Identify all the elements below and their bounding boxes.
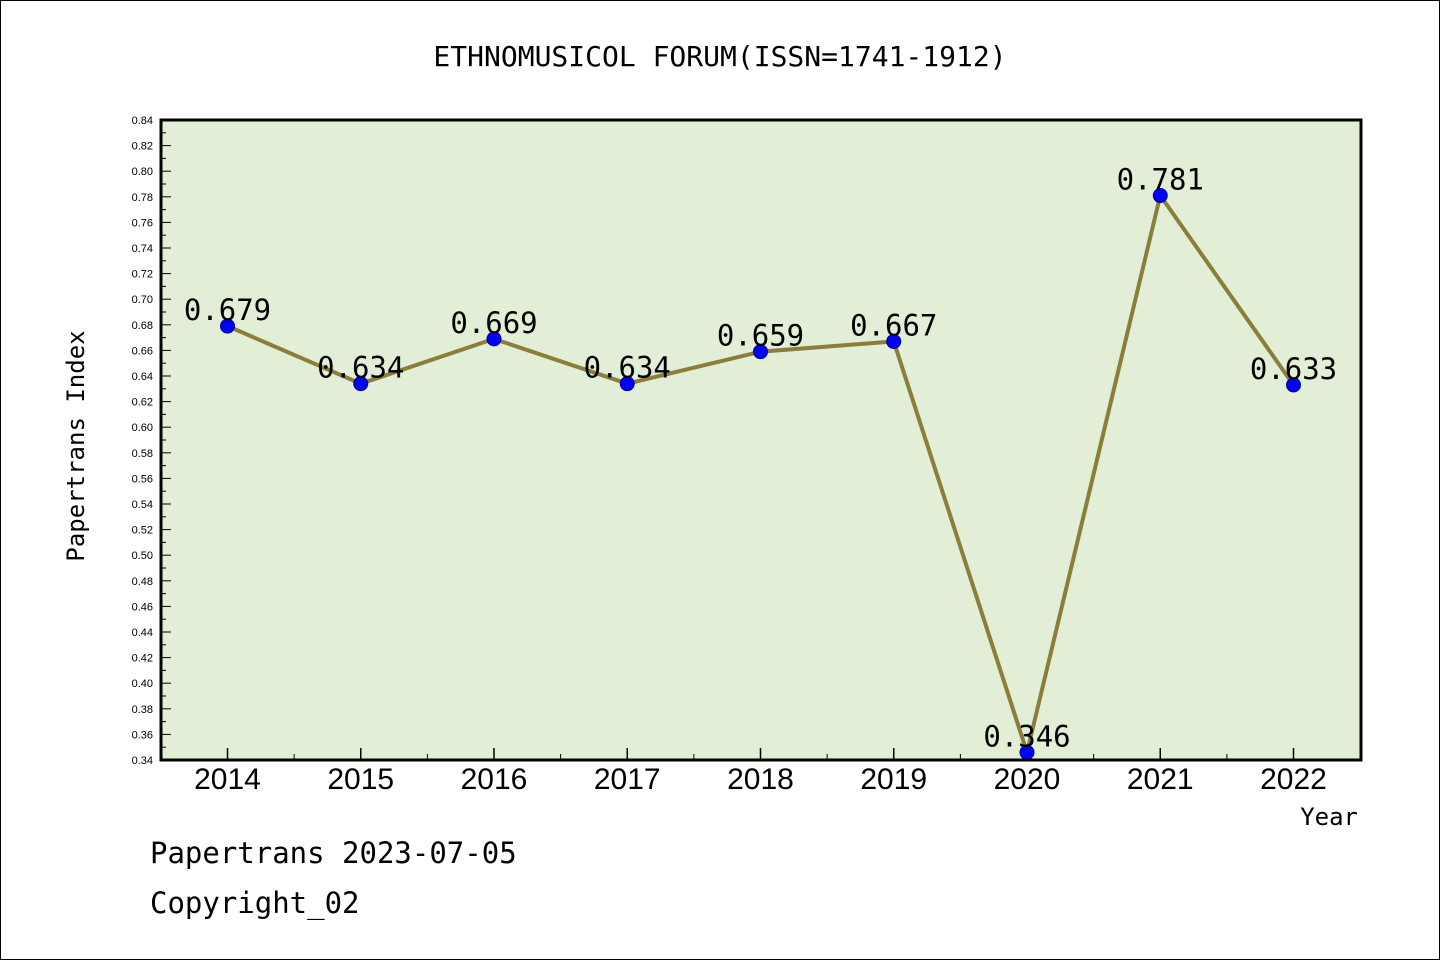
y-tick-label: 0.62	[132, 397, 153, 409]
y-tick-label: 0.44	[132, 627, 153, 639]
x-tick-label: 2014	[194, 763, 261, 796]
y-tick-label: 0.74	[132, 243, 153, 255]
footer-date: Papertrans 2023-07-05	[150, 836, 517, 870]
x-tick-label: 2015	[327, 763, 394, 796]
x-tick-label: 2016	[461, 763, 528, 796]
chart-title: ETHNOMUSICOL FORUM(ISSN=1741-1912)	[433, 40, 1006, 73]
data-label: 0.679	[184, 293, 271, 327]
y-tick-label: 0.58	[132, 448, 153, 460]
series-0	[220, 188, 1301, 760]
data-label: 0.633	[1250, 352, 1337, 386]
data-label: 0.659	[717, 319, 804, 353]
y-tick-label: 0.42	[132, 653, 153, 665]
y-tick-label: 0.76	[132, 217, 153, 229]
x-axis-label: Year	[1300, 803, 1358, 831]
data-label: 0.634	[584, 351, 671, 385]
data-point	[619, 376, 635, 392]
y-tick-label: 0.80	[132, 166, 153, 178]
y-axis-label: Papertrans Index	[62, 330, 90, 561]
y-tick-label: 0.34	[132, 755, 153, 767]
y-tick-label: 0.54	[132, 499, 153, 511]
x-tick-label: 2018	[727, 763, 794, 796]
y-tick-label: 0.64	[132, 371, 153, 383]
data-point	[486, 331, 502, 347]
x-tick-label: 2020	[994, 763, 1061, 796]
x-tick-label: 2017	[594, 763, 661, 796]
plot-area	[161, 120, 1361, 760]
y-tick-label: 0.68	[132, 320, 153, 332]
y-tick-label: 0.40	[132, 678, 153, 690]
y-tick-label: 0.84	[132, 115, 153, 127]
y-tick-label: 0.56	[132, 473, 153, 485]
data-point	[753, 344, 768, 360]
y-tick-label: 0.46	[132, 601, 153, 613]
y-tick-label: 0.70	[132, 294, 153, 306]
y-tick-label: 0.82	[132, 141, 153, 153]
data-point	[220, 318, 235, 334]
y-tick-label: 0.66	[132, 345, 153, 357]
x-tick-label: 2022	[1260, 763, 1327, 796]
y-tick-label: 0.48	[132, 576, 153, 588]
data-label: 0.667	[850, 308, 937, 342]
data-labels: 0.679 0.634 0.669 0.634 0.659 0.667 0.346 0.781…	[184, 163, 1337, 754]
data-point	[353, 376, 369, 392]
y-tick-label: 0.50	[132, 550, 153, 562]
data-label: 0.781	[1117, 163, 1204, 197]
footer-copyright: Copyright_02	[150, 886, 360, 920]
y-tick-label: 0.36	[132, 729, 153, 741]
y-tick-label: 0.60	[132, 422, 153, 434]
data-point	[1152, 188, 1168, 204]
y-tick-label: 0.52	[132, 525, 153, 537]
data-label: 0.634	[317, 351, 404, 385]
y-tick-label: 0.78	[132, 192, 153, 204]
data-label: 0.346	[983, 719, 1070, 753]
plot-border	[159, 118, 1363, 762]
data-label: 0.669	[450, 306, 537, 340]
data-point	[886, 333, 902, 349]
y-tick-label: 0.72	[132, 269, 153, 281]
y-axis: 0.34 0.36 0.38 0.40 0.42 0.44 0.46 0.48 0.50 0.52…	[132, 115, 171, 767]
x-tick-label: 2021	[1127, 763, 1194, 796]
data-point	[1286, 377, 1301, 393]
y-tick-label: 0.38	[132, 704, 153, 716]
x-tick-label: 2019	[860, 763, 927, 796]
